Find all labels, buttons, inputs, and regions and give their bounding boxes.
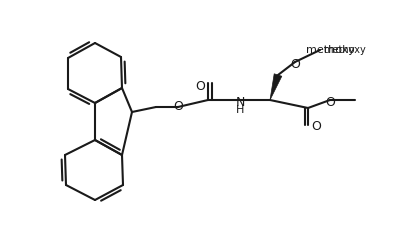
Text: methoxy: methoxy bbox=[306, 45, 354, 55]
Polygon shape bbox=[270, 74, 282, 100]
Text: N: N bbox=[235, 95, 245, 109]
Text: O: O bbox=[195, 80, 205, 92]
Text: O: O bbox=[325, 95, 335, 109]
Text: O: O bbox=[311, 121, 321, 133]
Text: H: H bbox=[236, 105, 244, 115]
Text: O: O bbox=[290, 58, 300, 71]
Text: O: O bbox=[173, 101, 183, 113]
Text: methoxy: methoxy bbox=[323, 45, 366, 55]
